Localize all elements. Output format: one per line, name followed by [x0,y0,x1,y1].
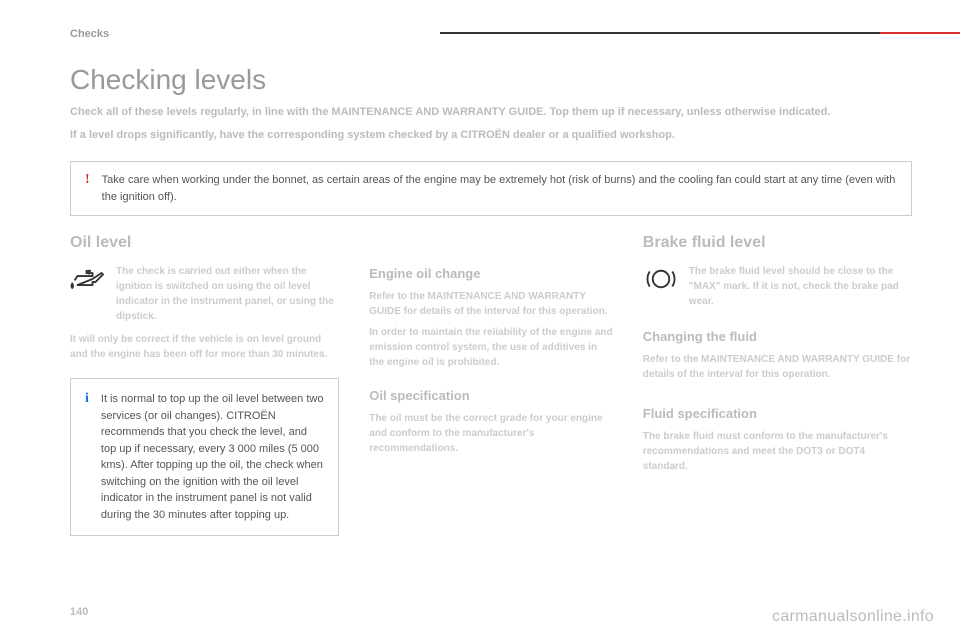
fluid-spec-text: The brake fluid must conform to the manu… [643,429,912,474]
section-label: Checks [70,28,912,40]
engine-oil-change-text1: Refer to the MAINTENANCE AND WARRANTY GU… [369,289,613,319]
oil-spec-text: The oil must be the correct grade for yo… [369,411,613,456]
watermark: carmanualsonline.info [772,608,934,626]
warning-box: ! Take care when working under the bonne… [70,161,912,216]
warning-icon: ! [85,172,90,188]
info-text: It is normal to top up the oil level bet… [101,391,324,523]
fluid-spec-heading: Fluid specification [643,406,912,421]
brake-icon-text: The brake fluid level should be close to… [689,264,912,309]
intro-text-2: If a level drops significantly, have the… [70,127,912,144]
oil-body-text: It will only be correct if the vehicle i… [70,332,339,362]
column-engine-oil: Engine oil change Refer to the MAINTENAN… [369,234,613,536]
column-brake-fluid: Brake fluid level The brake fluid level … [643,234,912,536]
oil-level-heading: Oil level [70,234,339,252]
info-box: i It is normal to top up the oil level b… [70,378,339,536]
brake-fluid-heading: Brake fluid level [643,234,912,252]
page-number: 140 [70,606,88,618]
changing-fluid-heading: Changing the fluid [643,329,912,344]
oil-spec-heading: Oil specification [369,388,613,403]
oil-can-icon [70,264,106,294]
oil-icon-block: The check is carried out either when the… [70,264,339,324]
oil-icon-text: The check is carried out either when the… [116,264,339,324]
brake-icon-block: The brake fluid level should be close to… [643,264,912,309]
intro-text-1: Check all of these levels regularly, in … [70,104,912,121]
engine-oil-change-heading: Engine oil change [369,266,613,281]
page-title: Checking levels [70,64,912,96]
brake-fluid-icon [643,264,679,294]
content-columns: Oil level The check is carried out eithe… [70,234,912,536]
info-icon: i [85,391,89,407]
column-oil-level: Oil level The check is carried out eithe… [70,234,339,536]
warning-text: Take care when working under the bonnet,… [102,172,897,205]
engine-oil-change-text2: In order to maintain the reliability of … [369,325,613,370]
header-rule-accent [880,32,960,34]
changing-fluid-text: Refer to the MAINTENANCE AND WARRANTY GU… [643,352,912,382]
